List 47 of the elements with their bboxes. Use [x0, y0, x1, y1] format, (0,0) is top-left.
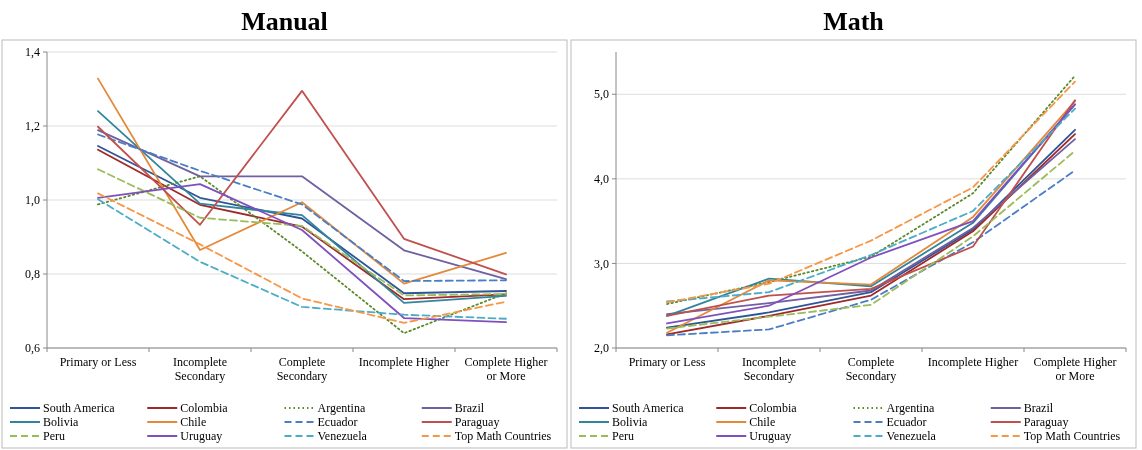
legend-label: Venezuela — [317, 429, 368, 444]
x-tick-label: Incomplete Secondary — [173, 355, 227, 383]
legend-label: Uruguay — [180, 429, 223, 444]
x-tick-label: Primary or Less — [628, 355, 706, 369]
legend-label: Venezuela — [886, 429, 937, 444]
legend-label: Argentina — [317, 401, 366, 416]
x-tick-label: Incomplete Secondary — [742, 355, 796, 383]
x-tick-label: Primary or Less — [59, 355, 137, 369]
legend-label: Argentina — [886, 401, 935, 416]
legend-label: Colombia — [180, 401, 229, 416]
line-series — [97, 110, 507, 304]
x-tick-label: Incomplete Higher — [358, 355, 450, 369]
legend-label: Colombia — [749, 401, 798, 416]
legend-label: Brazil — [454, 401, 485, 416]
line-series — [97, 168, 507, 297]
y-tick-label: 4,0 — [594, 172, 609, 187]
legend-label: Peru — [43, 429, 65, 444]
y-tick-label: 5,0 — [594, 87, 609, 102]
y-tick-label: 3,0 — [594, 256, 609, 271]
legend-label: Paraguay — [454, 415, 500, 430]
legend-label: South America — [612, 401, 685, 416]
legend-label: Brazil — [1023, 401, 1054, 416]
y-tick-label: 1,4 — [25, 45, 40, 60]
legend-label: Top Math Countries — [454, 429, 552, 444]
legend-label: South America — [43, 401, 116, 416]
x-tick-label: Complete Secondary — [276, 355, 328, 383]
y-tick-label: 0,6 — [25, 341, 40, 356]
legend-label: Top Math Countries — [1023, 429, 1121, 444]
legend-label: Paraguay — [1023, 415, 1069, 430]
legend-label: Bolivia — [43, 415, 80, 430]
legend-label: Peru — [612, 429, 634, 444]
x-tick-label: Complete Higher or More — [1033, 355, 1117, 383]
x-tick-label: Complete Secondary — [845, 355, 897, 383]
legend-label: Bolivia — [612, 415, 649, 430]
y-tick-label: 0,8 — [25, 267, 40, 282]
chart-title: Math — [823, 7, 885, 36]
legend-label: Uruguay — [749, 429, 792, 444]
legend-label: Chile — [180, 415, 207, 430]
chart-title: Manual — [241, 7, 328, 36]
y-tick-label: 1,0 — [25, 193, 40, 208]
legend-label: Chile — [749, 415, 776, 430]
legend-label: Ecuador — [317, 415, 358, 430]
legend-label: Ecuador — [886, 415, 927, 430]
y-tick-label: 1,2 — [25, 119, 40, 134]
x-tick-label: Incomplete Higher — [927, 355, 1019, 369]
x-tick-label: Complete Higher or More — [464, 355, 548, 383]
y-tick-label: 2,0 — [594, 341, 609, 356]
